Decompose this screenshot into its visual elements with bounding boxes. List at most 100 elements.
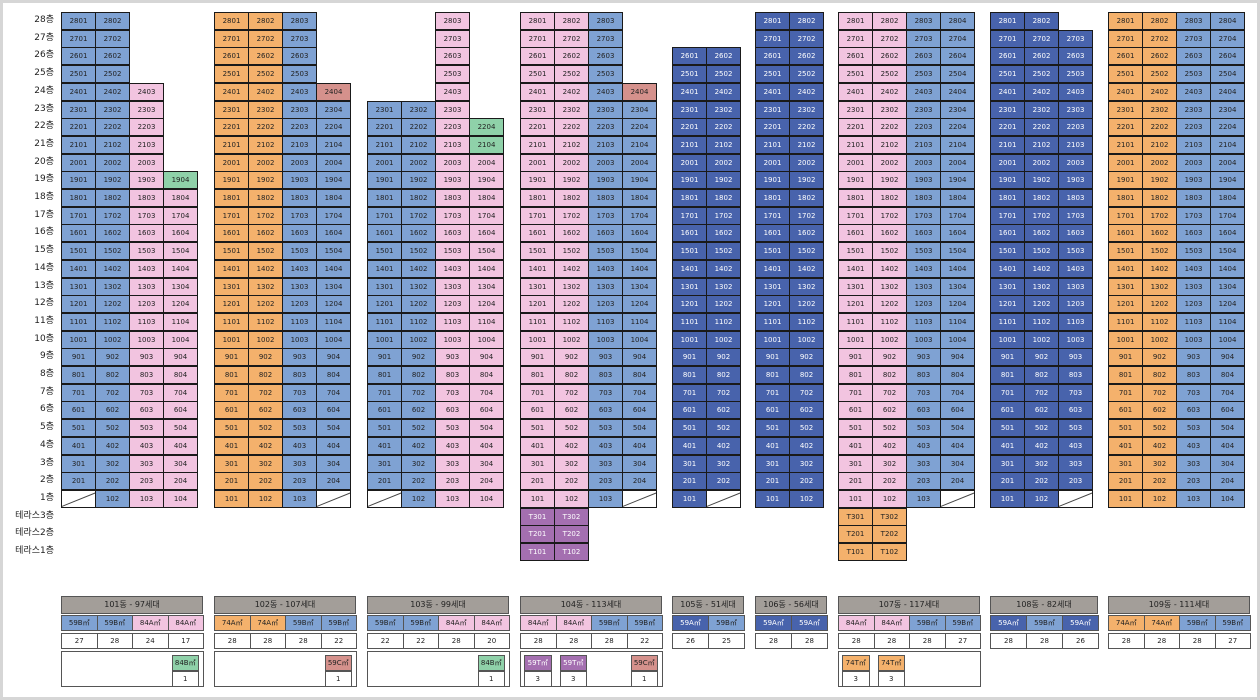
unit-107-2804: 2804	[940, 12, 975, 30]
unit-107-2602: 2602	[872, 47, 907, 66]
unit-107-1403: 1403	[906, 259, 941, 278]
unit-106-2601: 2601	[755, 47, 790, 66]
unit-104-2303: 2303	[588, 100, 623, 119]
unit-108-2202: 2202	[1024, 118, 1059, 137]
unit-107-804: 804	[940, 366, 975, 384]
unit-101-1803: 1803	[129, 189, 164, 207]
unit-102-2802: 2802	[248, 12, 283, 30]
unit-101-1102: 1102	[95, 312, 130, 331]
unit-106-1901: 1901	[755, 171, 790, 190]
unit-107-1502: 1502	[872, 242, 907, 261]
unit-109-2704: 2704	[1210, 29, 1245, 48]
summary-type: 84A㎡	[473, 615, 510, 631]
unit-105-1702: 1702	[706, 206, 741, 225]
unit-103-904: 904	[469, 348, 504, 367]
unit-106-1002: 1002	[789, 330, 824, 349]
summary-type: 59B㎡	[61, 615, 98, 631]
unit-102-1904: 1904	[316, 171, 351, 190]
unit-101-2401: 2401	[61, 82, 96, 101]
unit-102-903: 903	[282, 348, 317, 367]
unit-106-2301: 2301	[755, 100, 790, 119]
summary-type: 59A㎡	[1062, 615, 1099, 631]
unit-107-1301: 1301	[838, 277, 873, 296]
floor-label: 14층	[34, 262, 54, 273]
unit-109-2504: 2504	[1210, 65, 1245, 84]
unit-108-102: 102	[1024, 489, 1059, 508]
unit-109-104: 104	[1210, 489, 1245, 508]
unit-105-1502: 1502	[706, 242, 741, 261]
unit-107-701: 701	[838, 383, 873, 402]
unit-108-1103: 1103	[1058, 312, 1093, 331]
unit-108-401: 401	[990, 436, 1025, 455]
unit-109-1804: 1804	[1210, 189, 1245, 207]
unit-102-501: 501	[214, 419, 249, 438]
summary-header: 102동 - 107세대	[214, 596, 356, 614]
unit-107-401: 401	[838, 436, 873, 455]
unit-109-1601: 1601	[1108, 224, 1143, 243]
unit-104-1503: 1503	[588, 242, 623, 261]
unit-106-1701: 1701	[755, 206, 790, 225]
unit-103-1501: 1501	[367, 242, 402, 261]
unit-103-1604: 1604	[469, 224, 504, 243]
unit-109-2601: 2601	[1108, 47, 1143, 66]
unit-108-202: 202	[1024, 472, 1059, 491]
unit-104-1202: 1202	[554, 295, 589, 314]
unit-107-504: 504	[940, 419, 975, 438]
summary-count: 27	[1214, 633, 1251, 649]
unit-105-702: 702	[706, 383, 741, 402]
unit-104-2204: 2204	[622, 118, 657, 137]
floor-label: 테라스3층	[15, 510, 54, 521]
unit-103-202: 202	[401, 472, 436, 491]
unit-103-802: 802	[401, 366, 436, 384]
unit-107-1302: 1302	[872, 277, 907, 296]
unit-101-1502: 1502	[95, 242, 130, 261]
unit-107-204: 204	[940, 472, 975, 491]
unit-102-201: 201	[214, 472, 249, 491]
summary-count: 22	[367, 633, 404, 649]
unit-101-2301: 2301	[61, 100, 96, 119]
unit-103-1104: 1104	[469, 312, 504, 331]
unit-107-1602: 1602	[872, 224, 907, 243]
unit-106-2202: 2202	[789, 118, 824, 137]
unit-107-1801: 1801	[838, 189, 873, 207]
unit-104-2102: 2102	[554, 135, 589, 154]
unit-103-501: 501	[367, 419, 402, 438]
unit-107-404: 404	[940, 436, 975, 455]
unit-empty	[1058, 489, 1093, 508]
unit-105-1401: 1401	[672, 259, 707, 278]
unit-105-2402: 2402	[706, 82, 741, 101]
unit-107-2501: 2501	[838, 65, 873, 84]
summary-type: 74A㎡	[1108, 615, 1145, 631]
summary-count: 27	[61, 633, 98, 649]
unit-109-2204: 2204	[1210, 118, 1245, 137]
unit-102-1201: 1201	[214, 295, 249, 314]
unit-104-1102: 1102	[554, 312, 589, 331]
unit-107-2504: 2504	[940, 65, 975, 84]
unit-104-1903: 1903	[588, 171, 623, 190]
unit-102-1304: 1304	[316, 277, 351, 296]
unit-105-101: 101	[672, 489, 707, 508]
unit-105-1902: 1902	[706, 171, 741, 190]
unit-107-202: 202	[872, 472, 907, 491]
unit-102-2603: 2603	[282, 47, 317, 66]
unit-107-303: 303	[906, 454, 941, 473]
unit-101-1903: 1903	[129, 171, 164, 190]
unit-101-404: 404	[163, 436, 198, 455]
floor-label: 18층	[34, 192, 54, 202]
unit-101-1403: 1403	[129, 259, 164, 278]
unit-102-1603: 1603	[282, 224, 317, 243]
unit-109-1104: 1104	[1210, 312, 1245, 331]
unit-108-2601: 2601	[990, 47, 1025, 66]
unit-103-703: 703	[435, 383, 470, 402]
floor-label: 9층	[39, 351, 54, 362]
unit-106-402: 402	[789, 436, 824, 455]
unit-107-2604: 2604	[940, 47, 975, 66]
unit-108-1503: 1503	[1058, 242, 1093, 261]
unit-104-404: 404	[622, 436, 657, 455]
unit-103-1802: 1802	[401, 189, 436, 207]
unit-109-1102: 1102	[1142, 312, 1177, 331]
unit-108-2403: 2403	[1058, 82, 1093, 101]
unit-103-701: 701	[367, 383, 402, 402]
unit-105-1701: 1701	[672, 206, 707, 225]
unit-107-702: 702	[872, 383, 907, 402]
